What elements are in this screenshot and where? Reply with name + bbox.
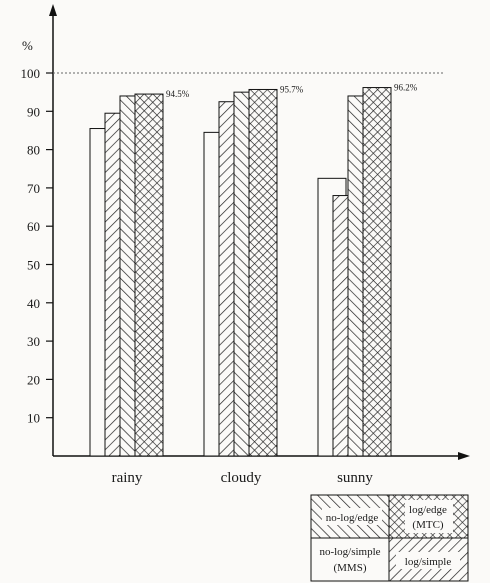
x-tick-label-sunny: sunny: [337, 470, 373, 486]
legend-swatch-no-log-simple: [310, 537, 390, 582]
x-tick-labels: rainy cloudy sunny: [112, 470, 374, 486]
value-annotations: 94.5% 95.7% 96.2%: [166, 83, 418, 100]
y-tick-label-40: 40: [27, 296, 40, 311]
legend-item-no-log-edge: no-log/edge: [310, 494, 390, 539]
annotation-rainy: 94.5%: [166, 89, 190, 99]
y-tick-label-90: 90: [27, 104, 40, 119]
legend-item-log-edge: log/edge (MTC): [388, 494, 469, 539]
legend-label-log-edge: log/edge: [409, 504, 447, 516]
legend-label-no-log-simple-2: (MMS): [333, 562, 366, 574]
y-tick-label-70: 70: [27, 181, 40, 196]
legend-label-bg: [396, 552, 460, 569]
bar-sunny-log_edge: [362, 87, 392, 457]
annotation-cloudy: 95.7%: [280, 84, 304, 94]
y-tick-label-100: 100: [21, 66, 41, 81]
legend-item-log-simple: log/simple: [388, 537, 469, 582]
legend-label-log-edge-2: (MTC): [412, 519, 444, 531]
y-tick-label-50: 50: [27, 258, 40, 273]
legend: no-log/edge log/edge (MTC) no-log/simple…: [310, 494, 469, 582]
y-axis-arrow: [49, 4, 57, 16]
y-ticks: 10 20 30 40 50 60 70 80 90 100: [21, 66, 53, 426]
y-tick-label-30: 30: [27, 334, 40, 349]
y-unit-label: %: [22, 38, 33, 53]
x-tick-label-cloudy: cloudy: [221, 470, 262, 486]
bar-cloudy-log_edge: [248, 88, 278, 457]
x-axis-arrow: [458, 452, 470, 460]
annotation-sunny: 96.2%: [394, 83, 418, 93]
legend-label-log-simple: log/simple: [405, 556, 452, 568]
legend-label-no-log-edge: no-log/edge: [326, 512, 379, 524]
legend-label-bg: [405, 500, 453, 533]
legend-label-bg: [322, 508, 382, 525]
y-tick-label-20: 20: [27, 372, 40, 387]
y-tick-label-10: 10: [27, 411, 40, 426]
legend-item-no-log-simple: no-log/simple (MMS): [310, 537, 390, 582]
bar-rainy-log_edge: [134, 93, 164, 457]
x-tick-label-rainy: rainy: [112, 470, 143, 486]
y-tick-label-60: 60: [27, 219, 40, 234]
y-tick-label-80: 80: [27, 143, 40, 158]
legend-label-no-log-simple: no-log/simple: [319, 546, 380, 558]
bars: [89, 87, 392, 457]
